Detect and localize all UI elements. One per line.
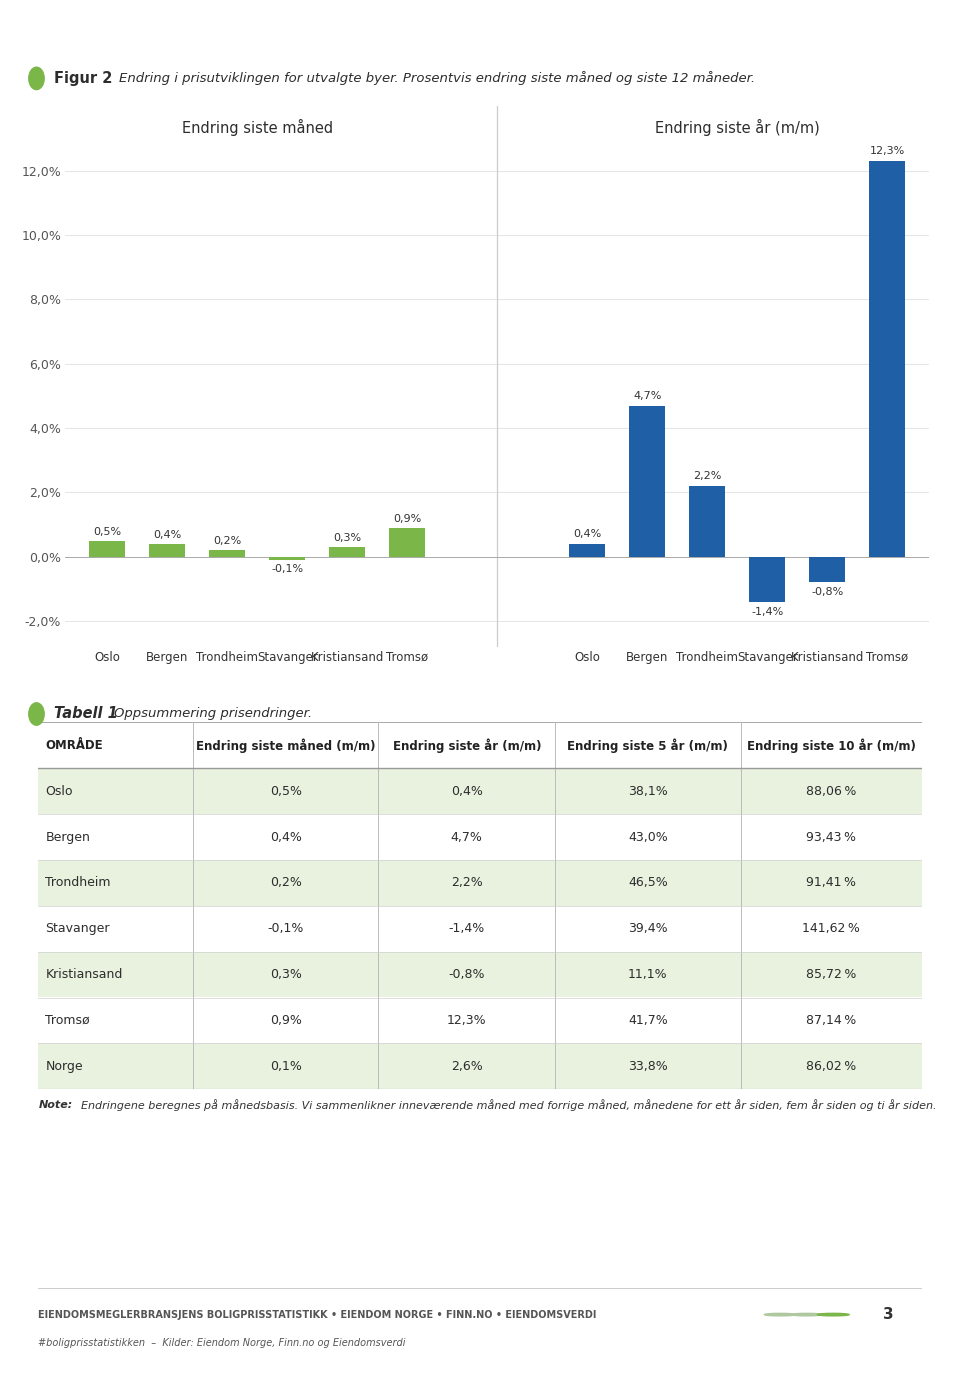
Text: 4,7%: 4,7% <box>633 391 661 400</box>
Text: 0,3%: 0,3% <box>333 533 361 543</box>
Text: -1,4%: -1,4% <box>751 606 783 616</box>
Text: 0,2%: 0,2% <box>213 536 241 546</box>
Text: 85,72 %: 85,72 % <box>805 967 856 981</box>
Text: 41,7%: 41,7% <box>628 1014 668 1028</box>
Text: -0,8%: -0,8% <box>811 587 844 598</box>
Text: EIENDOMSMEGLERBRANSJENS BOLIGPRISSTATISTIKK • EIENDOM NORGE • FINN.NO • EIENDOMS: EIENDOMSMEGLERBRANSJENS BOLIGPRISSTATIST… <box>38 1309 597 1320</box>
Text: 12,3%: 12,3% <box>870 146 905 157</box>
Text: 0,9%: 0,9% <box>394 514 421 524</box>
Circle shape <box>764 1313 796 1316</box>
Text: 4,7%: 4,7% <box>451 830 483 844</box>
Text: Tabell 1: Tabell 1 <box>54 707 117 721</box>
Text: 0,4%: 0,4% <box>154 531 181 540</box>
Bar <box>38 952 922 997</box>
Bar <box>38 906 922 952</box>
Text: 93,43 %: 93,43 % <box>806 830 856 844</box>
Text: Endring siste år (m/m): Endring siste år (m/m) <box>655 119 820 136</box>
Text: 2,2%: 2,2% <box>693 472 722 482</box>
Text: 0,4%: 0,4% <box>270 830 301 844</box>
Text: 2,6%: 2,6% <box>451 1060 483 1072</box>
Text: 87,14 %: 87,14 % <box>806 1014 856 1028</box>
Circle shape <box>817 1313 850 1316</box>
Text: Trondheim: Trondheim <box>45 876 111 889</box>
Bar <box>390 528 425 557</box>
Bar <box>689 486 726 557</box>
Bar <box>569 543 605 557</box>
Text: 3: 3 <box>883 1308 894 1322</box>
Text: 39,4%: 39,4% <box>628 923 667 935</box>
Bar <box>209 550 246 557</box>
Text: 43,0%: 43,0% <box>628 830 668 844</box>
Bar <box>749 557 785 602</box>
Text: 0,5%: 0,5% <box>270 784 301 798</box>
Text: 0,4%: 0,4% <box>573 529 601 539</box>
Text: 0,3%: 0,3% <box>270 967 301 981</box>
Text: 38,1%: 38,1% <box>628 784 668 798</box>
Bar <box>38 1043 922 1089</box>
Text: 0,4%: 0,4% <box>451 784 483 798</box>
Text: Oslo: Oslo <box>45 784 73 798</box>
Text: -0,1%: -0,1% <box>272 564 303 574</box>
Bar <box>630 406 665 557</box>
Text: 86,02 %: 86,02 % <box>806 1060 856 1072</box>
Text: -1,4%: -1,4% <box>448 923 485 935</box>
Text: 11,1%: 11,1% <box>628 967 667 981</box>
Text: 33,8%: 33,8% <box>628 1060 668 1072</box>
Text: 0,9%: 0,9% <box>270 1014 301 1028</box>
Text: Kristiansand: Kristiansand <box>45 967 123 981</box>
Text: 141,62 %: 141,62 % <box>803 923 860 935</box>
Text: Norge: Norge <box>45 1060 84 1072</box>
Bar <box>870 161 905 557</box>
Text: -0,8%: -0,8% <box>448 967 485 981</box>
Text: Oppsummering prisendringer.: Oppsummering prisendringer. <box>114 707 312 721</box>
Bar <box>38 997 922 1043</box>
Text: Stavanger: Stavanger <box>45 923 110 935</box>
Bar <box>38 815 922 860</box>
Text: 91,41 %: 91,41 % <box>806 876 856 889</box>
Bar <box>89 540 125 557</box>
Text: Endring siste 5 år (m/m): Endring siste 5 år (m/m) <box>567 738 729 753</box>
Text: 12,3%: 12,3% <box>447 1014 487 1028</box>
Text: Endring siste måned (m/m): Endring siste måned (m/m) <box>196 738 375 753</box>
Text: 46,5%: 46,5% <box>628 876 668 889</box>
Text: -0,1%: -0,1% <box>268 923 304 935</box>
Text: #boligprisstatistikken  –  Kilder: Eiendom Norge, Finn.no og Eiendomsverdi: #boligprisstatistikken – Kilder: Eiendom… <box>38 1337 406 1348</box>
Text: 0,2%: 0,2% <box>270 876 301 889</box>
Text: Tromsø: Tromsø <box>45 1014 90 1028</box>
Text: Endring i prisutviklingen for utvalgte byer. Prosentvis endring siste måned og s: Endring i prisutviklingen for utvalgte b… <box>119 71 756 85</box>
Text: 0,1%: 0,1% <box>270 1060 301 1072</box>
Text: 0,5%: 0,5% <box>93 526 121 536</box>
Text: Endring siste år (m/m): Endring siste år (m/m) <box>393 738 541 753</box>
Text: 88,06 %: 88,06 % <box>805 784 856 798</box>
Text: OMRÅDE: OMRÅDE <box>45 739 103 752</box>
Bar <box>38 860 922 906</box>
Text: 2,2%: 2,2% <box>451 876 483 889</box>
Bar <box>329 547 365 557</box>
Bar <box>150 543 185 557</box>
Text: Bergen: Bergen <box>45 830 90 844</box>
Text: Endring siste 10 år (m/m): Endring siste 10 år (m/m) <box>747 738 916 753</box>
Circle shape <box>791 1313 823 1316</box>
Text: Note:: Note: <box>38 1099 73 1110</box>
Bar <box>809 557 845 582</box>
Text: Figur 2: Figur 2 <box>54 71 112 85</box>
Bar <box>38 769 922 813</box>
Bar <box>269 557 305 560</box>
Text: Endringene beregnes på månedsbasis. Vi sammenlikner inneværende måned med forrig: Endringene beregnes på månedsbasis. Vi s… <box>81 1099 936 1110</box>
Text: Endring siste måned: Endring siste måned <box>181 119 333 136</box>
